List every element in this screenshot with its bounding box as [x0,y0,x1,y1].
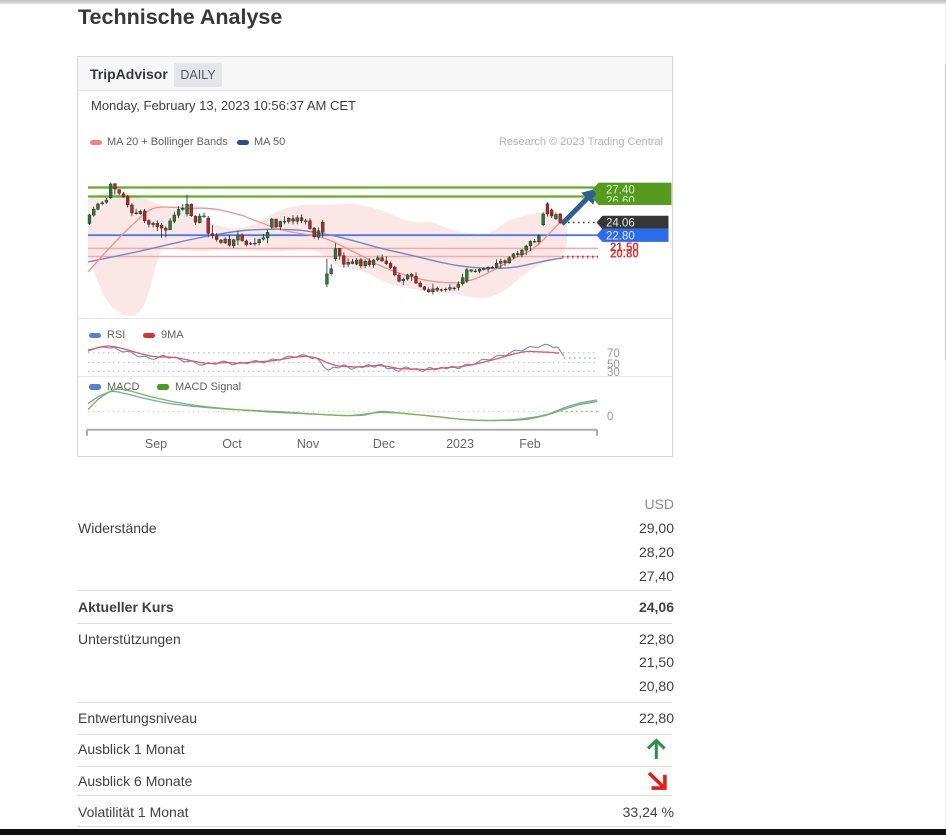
svg-text:22.80: 22.80 [606,230,635,242]
svg-text:21.50: 21.50 [610,242,639,254]
svg-text:26.60: 26.60 [606,195,635,207]
svg-text:24.06: 24.06 [606,218,635,230]
svg-text:27.40: 27.40 [606,185,635,197]
svg-text:20.80: 20.80 [610,249,639,261]
